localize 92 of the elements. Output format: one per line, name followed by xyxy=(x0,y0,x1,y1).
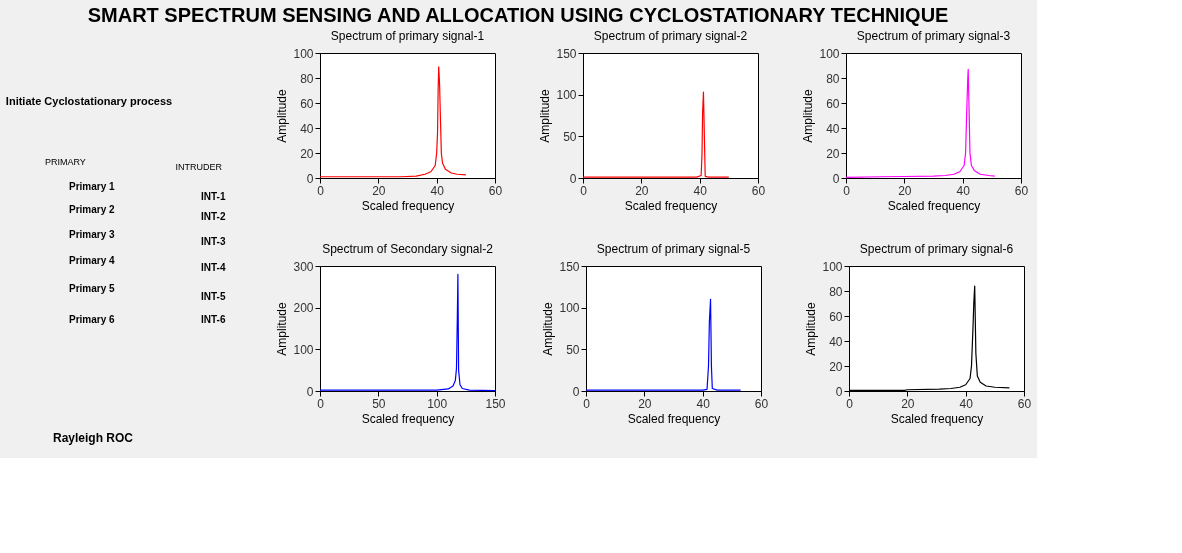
y-axis-title: Amplitude xyxy=(804,302,819,356)
x-tick-label: 20 xyxy=(372,183,386,198)
y-tick-label: 50 xyxy=(563,129,577,144)
text: Rayleigh ROC xyxy=(52,430,134,445)
text: Primary 3 xyxy=(69,229,116,241)
y-axis-title: Amplitude xyxy=(801,89,816,143)
y-tick-label: 100 xyxy=(819,46,840,61)
x-tick-label: 20 xyxy=(898,183,912,198)
y-tick-label: 80 xyxy=(826,71,840,86)
text: Primary 1 xyxy=(69,181,116,193)
x-tick-label: 60 xyxy=(1014,183,1029,198)
text: Primary 2 xyxy=(69,204,116,216)
x-tick-label: 40 xyxy=(956,183,971,198)
y-tick-label: 60 xyxy=(826,96,840,111)
y-axis-title: Amplitude xyxy=(275,89,290,143)
text: INT-6 xyxy=(201,314,226,326)
y-tick-label: 0 xyxy=(835,384,843,399)
x-tick-label: 40 xyxy=(693,183,708,198)
y-tick-label: 100 xyxy=(293,342,314,357)
text: Primary 5 xyxy=(69,283,116,295)
y-tick-label: 40 xyxy=(300,121,314,136)
x-tick-label: 40 xyxy=(696,396,711,411)
chart-title: Spectrum of primary signal-6 xyxy=(859,242,1014,256)
y-tick-label: 100 xyxy=(559,301,580,316)
line-series xyxy=(319,66,467,178)
y-tick-label: 0 xyxy=(832,171,840,186)
chart-title: Spectrum of Secondary signal-2 xyxy=(322,242,494,256)
x-tick-label: 20 xyxy=(638,396,652,411)
y-tick-label: 0 xyxy=(572,384,580,399)
x-axis-title: Scaled frequency xyxy=(627,411,721,426)
line-series xyxy=(582,91,730,178)
chart-title: Spectrum of primary signal-2 xyxy=(593,29,748,43)
x-tick-label: 0 xyxy=(317,183,325,198)
y-tick-label: 20 xyxy=(829,359,843,374)
x-axis-title: Scaled frequency xyxy=(890,411,984,426)
y-tick-label: 40 xyxy=(826,121,840,136)
x-axis-title: Scaled frequency xyxy=(887,198,981,213)
x-tick-label: 60 xyxy=(751,183,766,198)
y-tick-label: 200 xyxy=(293,301,314,316)
text: Primary 6 xyxy=(69,313,116,325)
text: INT-1 xyxy=(201,190,226,202)
text: INTRUDER xyxy=(175,161,223,172)
text: INT-4 xyxy=(201,261,226,273)
y-tick-label: 40 xyxy=(829,334,843,349)
y-tick-label: 150 xyxy=(556,46,577,61)
line-series xyxy=(319,273,496,392)
x-tick-label: 40 xyxy=(959,396,974,411)
y-axis-title: Amplitude xyxy=(541,302,556,356)
y-tick-label: 150 xyxy=(559,259,580,274)
y-tick-label: 50 xyxy=(566,342,580,357)
x-tick-label: 50 xyxy=(372,396,386,411)
y-tick-label: 0 xyxy=(569,171,577,186)
text: Primary 4 xyxy=(69,255,116,267)
text: INT-2 xyxy=(201,211,226,222)
chart-title: Spectrum of primary signal-3 xyxy=(856,29,1011,43)
y-tick-label: 20 xyxy=(300,146,314,161)
y-tick-label: 60 xyxy=(829,309,843,324)
x-tick-label: 20 xyxy=(901,396,915,411)
x-tick-label: 40 xyxy=(430,183,445,198)
x-axis-title: Scaled frequency xyxy=(361,411,455,426)
y-tick-label: 0 xyxy=(306,171,314,186)
y-tick-label: 100 xyxy=(293,46,314,61)
x-axis-title: Scaled frequency xyxy=(624,198,718,213)
x-tick-label: 20 xyxy=(635,183,649,198)
y-tick-label: 20 xyxy=(826,146,840,161)
y-tick-label: 80 xyxy=(829,284,843,299)
x-tick-label: 60 xyxy=(488,183,503,198)
y-axis-title: Amplitude xyxy=(538,89,553,143)
x-tick-label: 60 xyxy=(1017,396,1032,411)
y-tick-label: 100 xyxy=(556,88,577,103)
y-tick-label: 60 xyxy=(300,96,314,111)
x-axis-title: Scaled frequency xyxy=(361,198,455,213)
y-tick-label: 300 xyxy=(293,259,314,274)
y-tick-label: 0 xyxy=(306,384,314,399)
y-axis-title: Amplitude xyxy=(275,302,290,356)
x-tick-label: 60 xyxy=(754,396,769,411)
x-tick-label: 0 xyxy=(317,396,325,411)
line-series xyxy=(845,68,996,178)
x-tick-label: 150 xyxy=(485,396,506,411)
text: Initiate Cyclostationary process xyxy=(5,95,173,108)
y-tick-label: 80 xyxy=(300,71,314,86)
x-tick-label: 100 xyxy=(427,396,448,411)
x-tick-label: 0 xyxy=(583,396,591,411)
chart-title: Spectrum of primary signal-5 xyxy=(596,242,751,256)
text: INT-5 xyxy=(201,290,226,302)
line-series xyxy=(585,298,742,391)
y-tick-label: 100 xyxy=(822,259,843,274)
text: SMART SPECTRUM SENSING AND ALLOCATION USING CYCLOSTATIONARY TECHNIQUE xyxy=(87,3,949,26)
chart-title: Spectrum of primary signal-1 xyxy=(330,29,485,43)
text: INT-3 xyxy=(201,236,226,248)
x-tick-label: 0 xyxy=(846,396,854,411)
text: PRIMARY xyxy=(45,157,86,168)
